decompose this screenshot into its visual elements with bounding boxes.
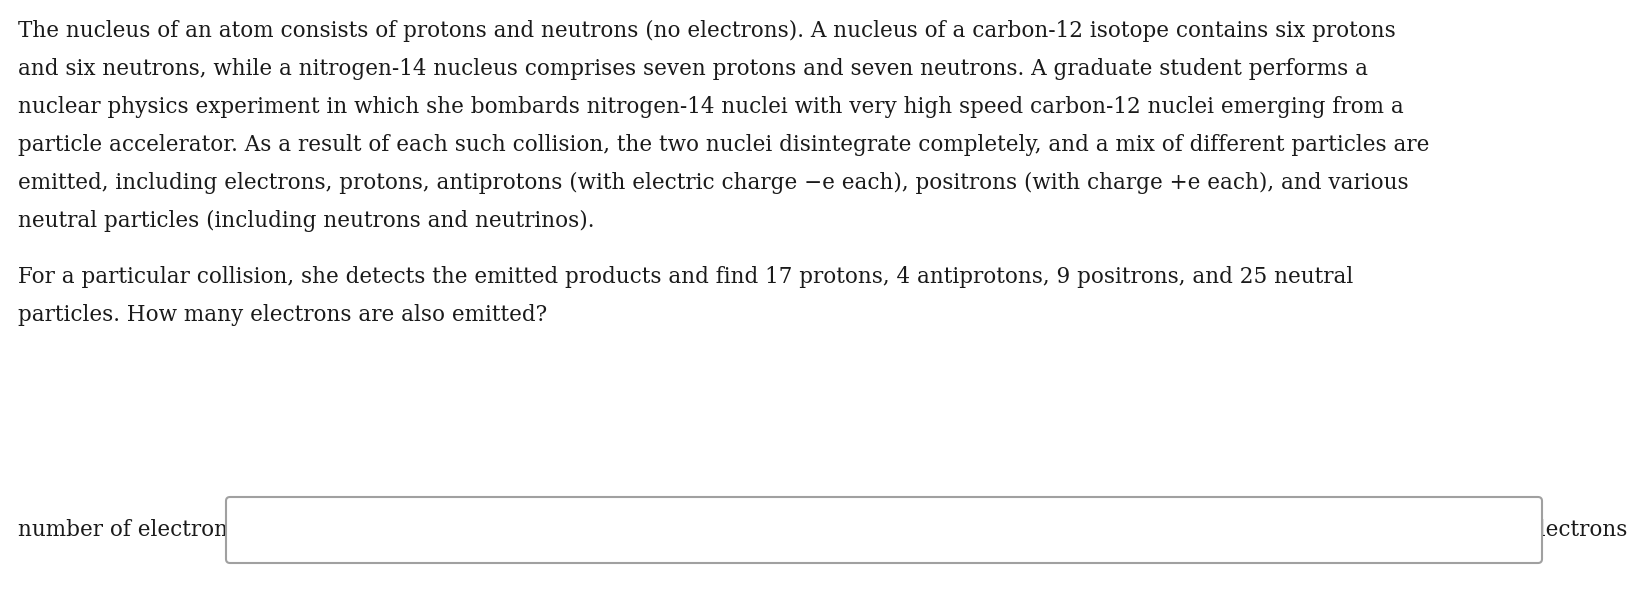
Text: number of electrons emitted:: number of electrons emitted: — [18, 519, 337, 541]
Text: and six neutrons, while a nitrogen-14 nucleus comprises seven protons and seven : and six neutrons, while a nitrogen-14 nu… — [18, 58, 1369, 80]
Text: neutral particles (including neutrons and neutrinos).: neutral particles (including neutrons an… — [18, 210, 595, 232]
FancyBboxPatch shape — [227, 497, 1543, 563]
Text: particles. How many electrons are also emitted?: particles. How many electrons are also e… — [18, 304, 547, 326]
Text: The nucleus of an atom consists of protons and neutrons (no electrons). A nucleu: The nucleus of an atom consists of proto… — [18, 20, 1397, 42]
Text: electrons: electrons — [1526, 519, 1628, 541]
Text: particle accelerator. As a result of each such collision, the two nuclei disinte: particle accelerator. As a result of eac… — [18, 134, 1429, 156]
Text: emitted, including electrons, protons, antiprotons (with electric charge −e each: emitted, including electrons, protons, a… — [18, 172, 1408, 194]
Text: For a particular collision, she detects the emitted products and find 17 protons: For a particular collision, she detects … — [18, 266, 1354, 288]
Text: nuclear physics experiment in which she bombards nitrogen-14 nuclei with very hi: nuclear physics experiment in which she … — [18, 96, 1403, 118]
